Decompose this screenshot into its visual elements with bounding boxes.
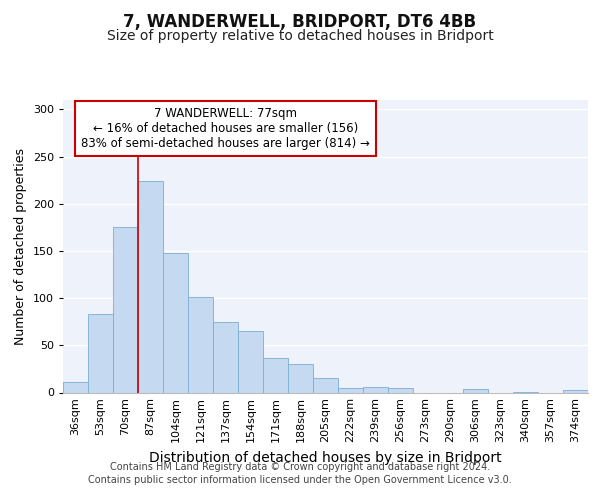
Text: 7, WANDERWELL, BRIDPORT, DT6 4BB: 7, WANDERWELL, BRIDPORT, DT6 4BB bbox=[124, 12, 476, 30]
Bar bbox=[88, 314, 113, 392]
Y-axis label: Number of detached properties: Number of detached properties bbox=[14, 148, 27, 345]
Bar bbox=[288, 364, 313, 392]
Bar bbox=[263, 358, 288, 392]
Bar bbox=[238, 331, 263, 392]
Bar bbox=[338, 388, 363, 392]
Text: Size of property relative to detached houses in Bridport: Size of property relative to detached ho… bbox=[107, 29, 493, 43]
Bar bbox=[213, 322, 238, 392]
Bar bbox=[138, 181, 163, 392]
Bar bbox=[163, 253, 188, 392]
Bar bbox=[188, 297, 213, 392]
Bar bbox=[388, 388, 413, 392]
Text: Contains public sector information licensed under the Open Government Licence v3: Contains public sector information licen… bbox=[88, 475, 512, 485]
Bar bbox=[563, 390, 588, 392]
Text: Contains HM Land Registry data © Crown copyright and database right 2024.: Contains HM Land Registry data © Crown c… bbox=[110, 462, 490, 472]
Bar bbox=[63, 382, 88, 392]
Bar bbox=[313, 378, 338, 392]
Text: 7 WANDERWELL: 77sqm
← 16% of detached houses are smaller (156)
83% of semi-detac: 7 WANDERWELL: 77sqm ← 16% of detached ho… bbox=[82, 108, 370, 150]
Bar bbox=[113, 228, 138, 392]
Bar bbox=[363, 387, 388, 392]
X-axis label: Distribution of detached houses by size in Bridport: Distribution of detached houses by size … bbox=[149, 451, 502, 465]
Bar bbox=[463, 388, 488, 392]
